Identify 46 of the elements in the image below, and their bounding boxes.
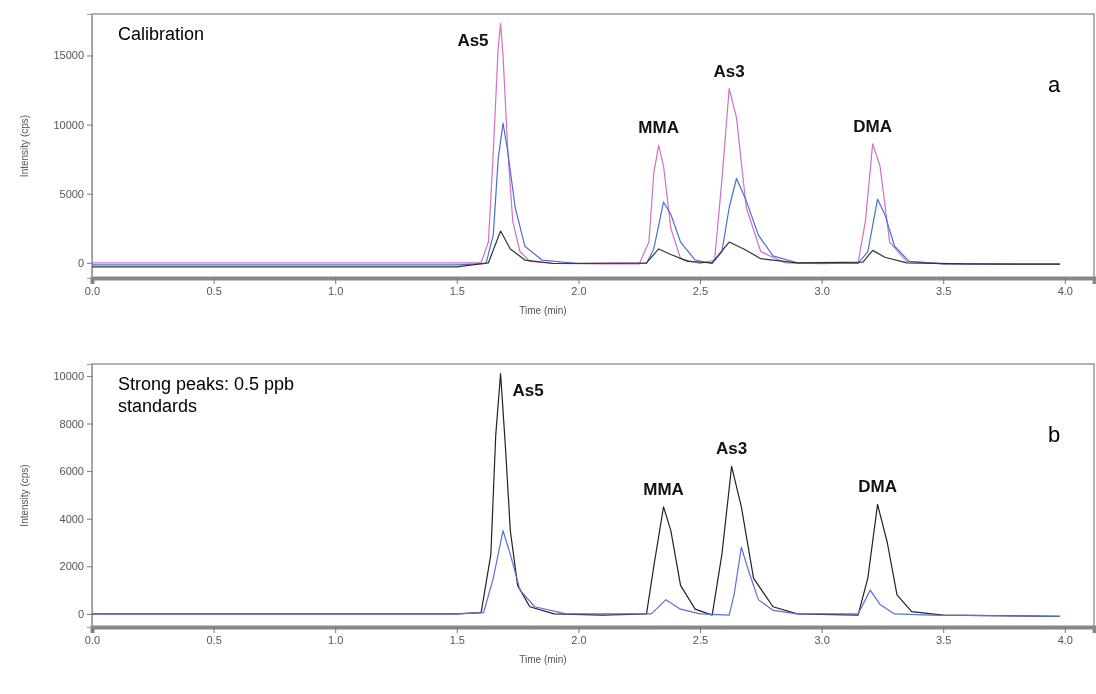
x-tick-label: 0.5: [206, 284, 222, 297]
x-axis-title: Time (min): [519, 305, 567, 316]
annotation: As5: [512, 380, 544, 400]
x-tick-label: 2.0: [571, 633, 587, 646]
y-tick-label: 6000: [59, 465, 84, 478]
x-tick-label: 3.5: [936, 633, 952, 646]
annotation: a: [1048, 72, 1061, 97]
annotation: MMA: [638, 118, 679, 138]
x-tick-label: 2.5: [692, 633, 709, 646]
y-tick-label: 0: [77, 256, 84, 269]
y-tick-label: 10000: [53, 118, 84, 131]
y-axis-title: Intensity (cps): [19, 114, 30, 178]
annotation: As3: [713, 61, 745, 81]
x-tick-label: 1.5: [449, 284, 465, 297]
x-axis-title: Time (min): [519, 654, 567, 665]
y-tick-label: 5000: [59, 187, 84, 200]
y-tick-label: 4000: [59, 512, 84, 525]
line-series: [92, 530, 1061, 617]
x-tick-label: 1.0: [328, 633, 344, 646]
x-tick-label: 4.0: [1057, 633, 1073, 646]
x-tick-label: 0.0: [84, 633, 101, 646]
annotation: Calibration: [118, 24, 205, 44]
x-tick-label: 4.0: [1057, 284, 1073, 297]
x-tick-label: 3.0: [814, 633, 830, 646]
line-series: [92, 230, 1061, 268]
x-tick-label: 3.0: [814, 284, 830, 297]
y-tick-label: 2000: [59, 560, 84, 573]
x-tick-label: 0.5: [206, 633, 222, 646]
annotation: DMA: [853, 116, 893, 136]
annotation: As3: [716, 439, 748, 459]
annotation: As5: [457, 30, 489, 50]
y-tick-label: 0: [77, 607, 84, 620]
annotation: DMA: [858, 477, 897, 497]
x-tick-label: 2.0: [571, 284, 587, 297]
x-tick-label: 0.0: [84, 284, 101, 297]
y-tick-label: 15000: [53, 49, 84, 62]
x-tick-label: 2.5: [692, 284, 709, 297]
annotation: MMA: [643, 479, 684, 499]
annotation: b: [1048, 422, 1061, 447]
annotation: Strong peaks: 0.5 ppb standards: [118, 374, 295, 416]
y-tick-label: 8000: [59, 417, 84, 430]
x-tick-label: 3.5: [936, 284, 952, 297]
x-tick-label: 1.5: [449, 633, 465, 646]
x-tick-label: 1.0: [328, 284, 344, 297]
y-axis-title: Intensity (cps): [19, 464, 30, 527]
y-tick-label: 10000: [53, 369, 84, 382]
